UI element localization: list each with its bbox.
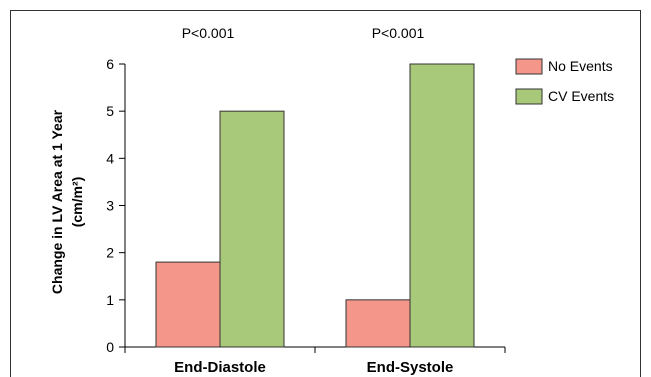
y-tick-label: 1: [106, 292, 114, 308]
bar-cv-events-end-diastole: [219, 110, 285, 348]
p-value-label: P<0.001: [372, 25, 425, 41]
bar-no-events-end-diastole: [155, 261, 221, 348]
y-tick-label: 0: [106, 339, 114, 355]
bar-no-events-end-systole: [345, 299, 411, 348]
y-tick-label: 4: [106, 150, 114, 166]
legend: No Events CV Events: [515, 58, 614, 105]
legend-label: CV Events: [548, 88, 614, 104]
chart-frame: [10, 10, 641, 377]
y-tick-label: 5: [106, 103, 114, 119]
legend-swatch: [515, 88, 543, 105]
bar-cv-events-end-systole: [409, 63, 475, 348]
annotations: P<0.001 P<0.001: [182, 25, 425, 41]
y-axis-unit: (cm/m²): [69, 177, 85, 228]
x-category-label: End-Systole: [367, 359, 454, 376]
y-tick-label: 6: [106, 56, 114, 72]
y-tick-label: 3: [106, 198, 114, 214]
p-value-label: P<0.001: [182, 25, 235, 41]
legend-swatch: [515, 58, 543, 75]
y-tick-label: 2: [106, 245, 114, 261]
legend-label: No Events: [548, 58, 613, 74]
y-axis-label: Change in LV Area at 1 Year: [49, 109, 65, 294]
x-category-label: End-Diastole: [174, 359, 266, 376]
y-axis-title: Change in LV Area at 1 Year (cm/m²): [49, 109, 85, 294]
bars: [155, 63, 475, 348]
